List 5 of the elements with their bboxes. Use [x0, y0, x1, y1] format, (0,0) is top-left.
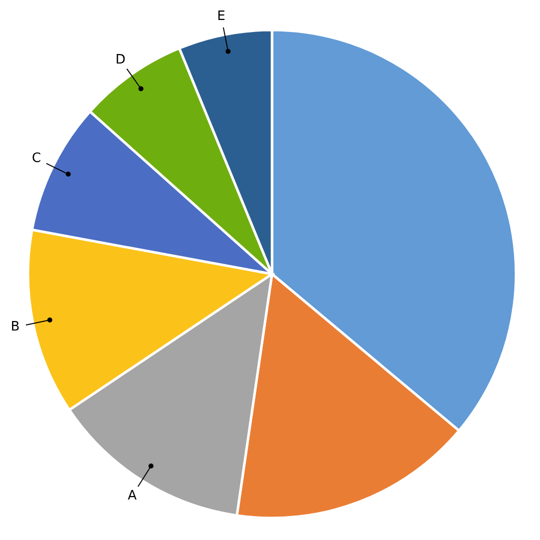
slice-label: A [128, 488, 137, 504]
slice-label: C [32, 151, 41, 166]
slice-label: E [217, 9, 226, 24]
slice-label: B [10, 320, 20, 335]
slice-label: D [115, 52, 126, 68]
